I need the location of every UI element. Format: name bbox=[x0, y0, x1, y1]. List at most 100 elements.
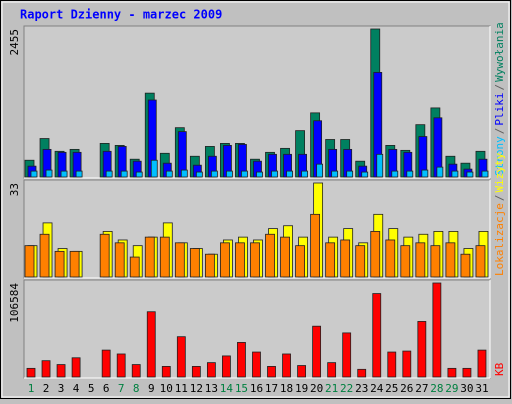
bar bbox=[355, 245, 366, 278]
bar bbox=[105, 170, 113, 178]
bar bbox=[430, 245, 441, 278]
bar bbox=[116, 353, 126, 378]
legend: Strony/Pliki/Wywołania bbox=[493, 22, 506, 176]
bar bbox=[451, 170, 459, 178]
bar bbox=[144, 236, 155, 278]
bar bbox=[237, 342, 246, 378]
bar bbox=[316, 163, 324, 178]
x-tick-label: 8 bbox=[133, 382, 140, 395]
bar bbox=[56, 364, 66, 378]
bar bbox=[447, 367, 457, 378]
x-tick-label: 2 bbox=[43, 382, 50, 395]
y-tick-label: 33 bbox=[8, 183, 21, 196]
bar bbox=[159, 236, 170, 278]
x-tick-label: 21 bbox=[325, 382, 338, 395]
bar bbox=[325, 242, 336, 278]
bar bbox=[176, 336, 186, 378]
x-tick-label: 17 bbox=[265, 382, 278, 395]
bar bbox=[372, 293, 382, 378]
x-tick-label: 28 bbox=[430, 382, 443, 395]
x-tick-label: 26 bbox=[400, 382, 413, 395]
bar bbox=[282, 353, 291, 378]
bar bbox=[445, 242, 456, 278]
x-tick-label: 5 bbox=[88, 382, 95, 395]
bar bbox=[280, 236, 290, 278]
bar bbox=[131, 364, 141, 378]
bar bbox=[204, 253, 215, 278]
x-tick-label: 29 bbox=[445, 382, 458, 395]
bar bbox=[114, 242, 125, 278]
bar bbox=[210, 170, 218, 178]
bar bbox=[191, 366, 201, 378]
x-tick-label: 25 bbox=[385, 382, 398, 395]
bevel bbox=[1, 1, 510, 398]
bar bbox=[99, 233, 110, 278]
bar bbox=[146, 311, 156, 378]
x-tick-label: 12 bbox=[190, 382, 203, 395]
x-tick-label: 16 bbox=[250, 382, 263, 395]
bar bbox=[421, 169, 429, 178]
legend-entry: Strony bbox=[493, 136, 506, 176]
legend-separator: / bbox=[493, 84, 506, 91]
bar bbox=[101, 349, 111, 378]
x-tick-label: 19 bbox=[295, 382, 308, 395]
x-tick-label: 13 bbox=[205, 382, 218, 395]
bar bbox=[54, 250, 65, 278]
bar bbox=[402, 350, 412, 378]
x-tick-label: 11 bbox=[175, 382, 188, 395]
bar bbox=[45, 169, 53, 178]
bar bbox=[161, 366, 171, 378]
bar bbox=[406, 170, 414, 178]
x-tick-label: 10 bbox=[160, 382, 173, 395]
bar bbox=[385, 239, 396, 278]
bar bbox=[189, 248, 200, 278]
legend: Lokalizacje/ Wizyty bbox=[493, 152, 506, 276]
bar bbox=[60, 170, 68, 178]
x-tick-label: 18 bbox=[280, 382, 293, 395]
bar bbox=[226, 170, 233, 178]
bar bbox=[24, 245, 35, 278]
bar bbox=[357, 368, 367, 378]
x-tick-label: 3 bbox=[58, 382, 65, 395]
legend-entry: Pliki bbox=[493, 93, 506, 126]
bar bbox=[432, 282, 442, 378]
bar bbox=[30, 170, 38, 178]
bar bbox=[235, 242, 245, 278]
bar bbox=[150, 159, 158, 178]
bar bbox=[415, 242, 426, 278]
bar bbox=[206, 362, 216, 378]
bar bbox=[462, 367, 472, 378]
bar bbox=[327, 362, 337, 378]
x-tick-label: 7 bbox=[118, 382, 125, 395]
bar bbox=[180, 169, 188, 178]
bar bbox=[271, 170, 278, 178]
bar bbox=[256, 171, 263, 178]
bar bbox=[252, 351, 261, 378]
legend: KB bbox=[493, 362, 506, 376]
y-tick-label: 2455 bbox=[8, 29, 21, 56]
bar bbox=[331, 170, 339, 178]
bar bbox=[466, 171, 474, 178]
bar bbox=[346, 170, 354, 178]
bar bbox=[26, 367, 36, 378]
x-tick-label: 4 bbox=[73, 382, 80, 395]
bar bbox=[301, 170, 308, 178]
legend-entry: KB bbox=[493, 362, 506, 376]
bar bbox=[222, 355, 231, 378]
bar bbox=[267, 366, 276, 378]
bar bbox=[481, 170, 489, 178]
x-tick-label: 23 bbox=[355, 382, 368, 395]
bar bbox=[340, 239, 351, 278]
legend-separator: / bbox=[493, 128, 506, 135]
bar bbox=[387, 351, 397, 378]
bar bbox=[361, 171, 369, 178]
bar bbox=[286, 170, 293, 178]
chart-title: Raport Dzienny - marzec 2009 bbox=[20, 8, 222, 22]
bar bbox=[265, 233, 275, 278]
bar bbox=[400, 245, 411, 278]
bar bbox=[460, 253, 471, 278]
bar bbox=[417, 321, 427, 378]
x-tick-label: 22 bbox=[340, 382, 353, 395]
